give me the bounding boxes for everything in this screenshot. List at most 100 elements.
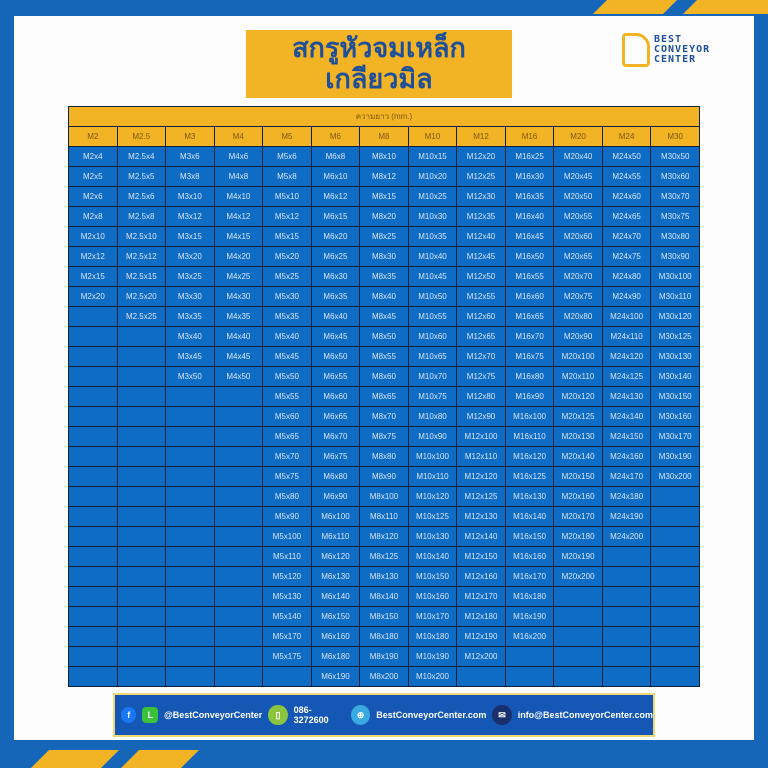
size-cell [68,546,118,567]
size-cell: M20x150 [553,466,603,487]
column-header: M12 [456,126,506,147]
size-cell: M24x100 [601,306,652,327]
column-header: M20 [553,126,603,147]
size-cell: M6x190 [310,666,361,687]
website-link[interactable]: BestConveyorCenter.com [376,710,487,720]
size-cell: M4x40 [213,326,264,347]
size-cell: M2.5x8 [116,206,167,227]
size-cell: M5x60 [262,406,312,427]
table-row: M5x140 M6x150 M8x150 M10x170 M12x180 M16x190 [68,606,700,627]
size-cell: M3x20 [165,246,215,267]
size-cell [68,646,118,667]
size-cell: M20x140 [553,446,603,467]
size-cell: M24x55 [601,166,652,187]
size-cell: M30x60 [650,166,700,187]
size-cell: M30x125 [650,326,700,347]
size-cell: M5x120 [262,566,312,587]
size-cell [213,426,264,447]
size-cell: M30x170 [650,426,700,447]
size-cell [116,666,167,687]
size-cell: M12x170 [456,586,506,607]
size-cell [601,626,652,647]
table-row: M5x65 M6x70 M8x75 M10x90 M12x100 M16x110 M20x1… [68,426,700,447]
size-cell [553,586,603,607]
size-cell: M12x100 [456,426,506,447]
size-cell [116,526,167,547]
size-cell: M12x70 [456,346,506,367]
size-cell: M4x25 [213,266,264,287]
size-cell [650,586,700,607]
size-cell [68,326,118,347]
size-cell: M10x180 [407,626,458,647]
size-cell [650,506,700,527]
size-cell: M10x25 [407,186,458,207]
social-handle[interactable]: @BestConveyorCenter [163,710,263,720]
size-cell: M6x40 [310,306,361,327]
size-cell: M30x150 [650,386,700,407]
size-cell: M16x35 [504,186,555,207]
size-cell: M12x150 [456,546,506,567]
size-cell: M6x100 [310,506,361,527]
table-row: M5x60 M6x65 M8x70 M10x80 M12x90 M16x100 M20x12… [68,406,700,427]
size-cell: M16x60 [504,286,555,307]
contact-bar: f L @BestConveyorCenter ▯ 086-3272600 ⊕ … [113,693,655,737]
size-cell [116,586,167,607]
size-cell: M6x15 [310,206,361,227]
size-cell: M2.5x10 [116,226,167,247]
size-cell: M6x90 [310,486,361,507]
size-cell: M6x8 [310,146,361,167]
size-cell [165,386,215,407]
size-cell [165,426,215,447]
email-link[interactable]: info@BestConveyorCenter.com [517,710,653,720]
size-cell: M8x70 [359,406,409,427]
size-cell: M5x6 [262,146,312,167]
size-cell: M8x45 [359,306,409,327]
size-cell [213,666,264,687]
size-cell: M24x190 [601,506,652,527]
size-cell: M6x50 [310,346,361,367]
size-cell [456,666,506,687]
size-cell [213,406,264,427]
size-cell: M6x80 [310,466,361,487]
size-cell [165,546,215,567]
size-cell: M12x200 [456,646,506,667]
size-cell: M6x70 [310,426,361,447]
size-cell: M16x55 [504,266,555,287]
size-cell: M8x120 [359,526,409,547]
logo-text-1: BEST [654,34,683,45]
table-row: M5x120 M6x130 M8x130 M10x150 M12x160 M16x170 M… [68,566,700,587]
size-cell: M8x150 [359,606,409,627]
size-cell: M16x170 [504,566,555,587]
phone-icon: ▯ [268,705,288,725]
size-cell: M5x70 [262,446,312,467]
phone-number[interactable]: 086-3272600 [293,705,329,725]
size-cell [116,506,167,527]
size-cell: M16x25 [504,146,555,167]
size-cell: M30x130 [650,346,700,367]
size-cell: M3x6 [165,146,215,167]
size-cell: M30x190 [650,446,700,467]
size-cell [68,386,118,407]
facebook-icon[interactable]: f [121,707,137,723]
table-row: M2x8 M2.5x8 M3x12 M4x12 M5x12 M6x15 M8x20 M10x3… [68,206,700,227]
size-cell: M10x60 [407,326,458,347]
size-cell [68,426,118,447]
decor-stripe [31,750,119,768]
size-cell: M20x190 [553,546,603,567]
size-cell: M6x45 [310,326,361,347]
line-icon[interactable]: L [142,707,158,723]
size-cell [116,406,167,427]
size-cell: M8x60 [359,366,409,387]
size-cell: M10x55 [407,306,458,327]
logo-text-2: CONVEYOR [654,44,711,55]
size-cell: M6x180 [310,646,361,667]
size-cell: M5x80 [262,486,312,507]
size-cell: M4x30 [213,286,264,307]
size-cell: M4x20 [213,246,264,267]
size-cell: M20x130 [553,426,603,447]
column-header: M8 [359,126,409,147]
size-cell: M16x130 [504,486,555,507]
size-cell: M2.5x5 [116,166,167,187]
size-cell: M10x100 [407,446,458,467]
size-cell: M10x20 [407,166,458,187]
